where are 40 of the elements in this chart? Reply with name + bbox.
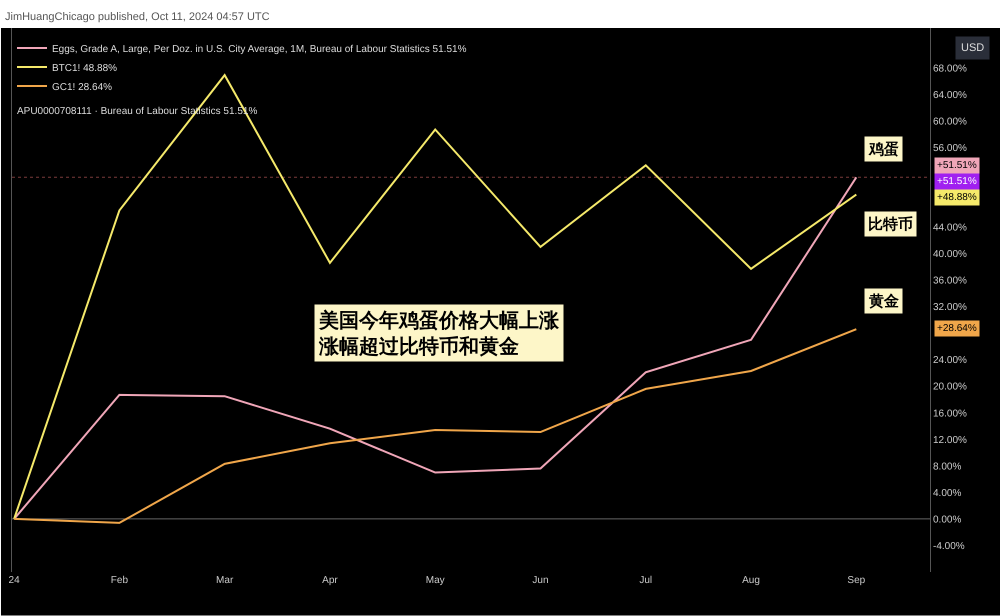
x-tick-label: Jun: [532, 575, 549, 586]
y-tick-label: 8.00%: [933, 461, 962, 472]
legend-label: BTC1! 48.88%: [52, 62, 118, 74]
y-tick-label: 60.00%: [933, 116, 968, 128]
y-tick-label: 12.00%: [933, 434, 968, 446]
text: USD: [961, 42, 984, 54]
y-tick-label: 40.00%: [933, 249, 968, 260]
line-series: [13, 176, 858, 520]
y-tick-label: 4.00%: [933, 488, 962, 499]
x-tick-label: Mar: [216, 575, 234, 586]
x-tick-label: Feb: [110, 575, 128, 586]
y-tick-label: 68.00%: [933, 63, 968, 74]
x-tick-label: May: [426, 575, 445, 586]
x-tick-label: Apr: [322, 575, 338, 586]
text: +51.51%: [937, 160, 977, 171]
line-series: [13, 74, 858, 520]
chart-title: JimHuangChicago published, Oct 11, 2024 04:57 UTC: [5, 10, 270, 23]
annotation: 黄金: [868, 292, 899, 310]
annotation: 比特币: [868, 215, 913, 233]
y-tick-label: 24.00%: [933, 355, 968, 366]
text: +51.51%: [937, 176, 977, 187]
x-tick-label: Aug: [742, 575, 760, 586]
y-tick-label: 32.00%: [933, 302, 968, 314]
x-tick-label: Jul: [639, 575, 652, 586]
annotation: 鸡蛋: [868, 140, 899, 158]
annotation: 美国今年鸡蛋价格大幅上涨涨幅超过比特币和黄金: [318, 308, 560, 358]
y-tick-label: 44.00%: [933, 222, 968, 234]
legend-label: Eggs, Grade A, Large, Per Doz. in U.S. City Average, 1M, Bureau of Labour Statistics 51.51%: [52, 44, 467, 55]
y-tick-label: 64.00%: [933, 90, 968, 101]
x-tick-label: Sep: [847, 575, 866, 586]
y-tick-label: 0.00%: [933, 514, 962, 526]
y-tick-label: 36.00%: [933, 276, 968, 287]
text: +48.88%: [937, 192, 977, 203]
legend-label: GC1! 28.64%: [52, 82, 112, 93]
text: +28.64%: [937, 323, 977, 334]
y-tick-label: 16.00%: [933, 408, 968, 420]
y-tick-label: 56.00%: [933, 142, 968, 154]
y-tick-label: -4.00%: [933, 540, 965, 552]
y-tick-label: 20.00%: [933, 382, 968, 393]
x-tick-label: 24: [8, 575, 20, 586]
